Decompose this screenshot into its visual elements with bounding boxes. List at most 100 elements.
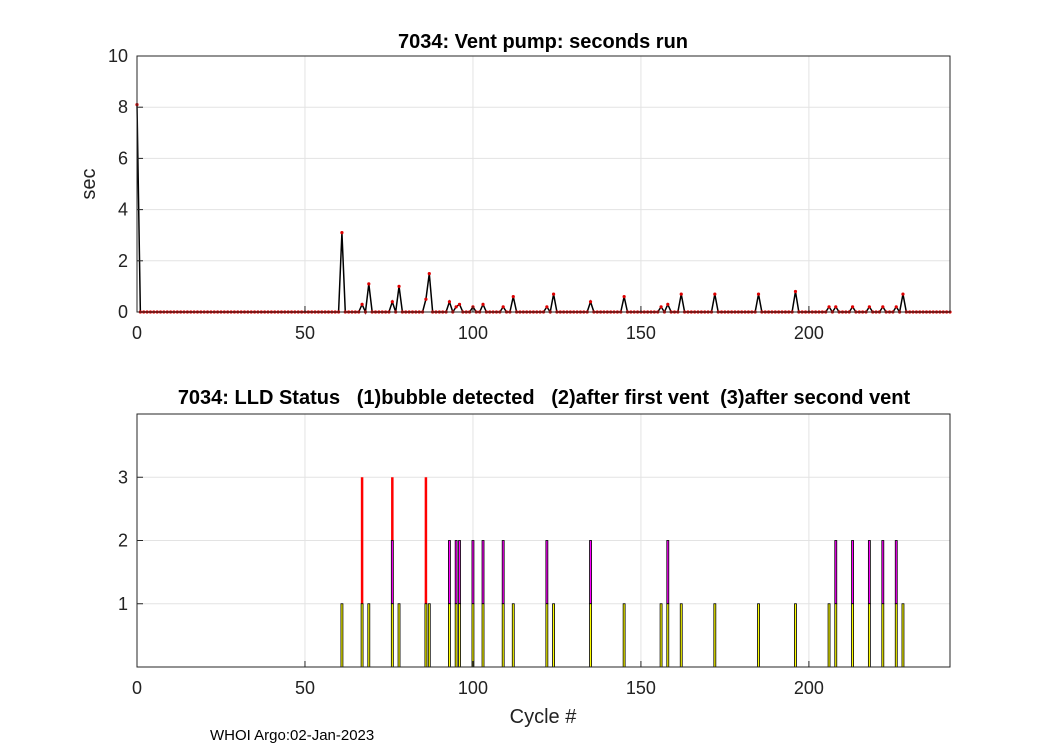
vent-pump-point (545, 305, 549, 309)
footer-credit: WHOI Argo:02-Jan-2023 (210, 727, 375, 744)
vent-pump-xtick-label: 100 (458, 323, 488, 343)
vent-pump-point (427, 272, 431, 276)
vent-pump-ytick-label: 10 (108, 46, 128, 66)
lld-status-level-2-bar (448, 540, 451, 605)
lld-status-chart: 0 50 100 150 200 1 2 3 7034: LLD Status (1)bubb… (118, 387, 951, 728)
vent-pump-point (367, 282, 371, 286)
lld-status-level-1-bar (552, 603, 555, 668)
lld-status-level-2-bar (867, 540, 871, 605)
lld-status-level-2-bar (851, 540, 854, 605)
vent-pump-ytick-label: 0 (118, 302, 128, 322)
lld-status-level-2-bar (834, 540, 838, 605)
vent-pump-point (894, 305, 898, 309)
lld-status-level-1-bar (622, 603, 626, 668)
lld-status-level-1-bar (713, 603, 717, 668)
lld-status-level-2-bar (881, 540, 885, 605)
lld-status-level-1-bar (458, 603, 461, 668)
lld-status-level-1-bar (367, 603, 371, 668)
lld-status-level-1-bar (851, 603, 854, 668)
vent-pump-ylabel: sec (78, 168, 100, 199)
lld-status-level-1-bar (340, 603, 344, 668)
lld-status-level-1-bar (511, 603, 515, 668)
lld-status-level-1-bar (424, 603, 428, 668)
vent-pump-point (901, 292, 905, 296)
lld-status-level-2-bar (390, 540, 394, 605)
vent-pump-point (834, 305, 838, 309)
vent-pump-point (424, 297, 428, 301)
vent-pump-point (551, 292, 556, 296)
vent-pump-xtick-label: 200 (794, 323, 824, 343)
lld-status-level-2-bar (454, 540, 458, 605)
lld-status-xtick-label: 150 (626, 678, 656, 698)
lld-status-level-2-bar (481, 540, 485, 605)
vent-pump-point (679, 292, 683, 296)
lld-status-xtick-label: 0 (132, 678, 142, 698)
lld-status-level-1-bar (360, 603, 364, 668)
vent-pump-xtick-label: 50 (295, 323, 315, 343)
lld-status-level-1-bar (545, 603, 549, 668)
lld-status-level-1-bar (659, 603, 663, 668)
vent-pump-point (867, 305, 871, 309)
vent-pump-plot-area (137, 56, 950, 312)
lld-status-level-1-bar (901, 603, 905, 668)
lld-status-level-1-bar (454, 603, 458, 668)
lld-status-level-1-bar (867, 603, 871, 668)
lld-status-level-1-bar (666, 603, 670, 668)
lld-status-level-1-bar (501, 603, 505, 668)
vent-pump-xtick-label: 0 (132, 323, 142, 343)
vent-pump-chart: 0 50 100 150 200 0 2 4 6 8 10 7034: Vent pump: sec… (78, 31, 952, 343)
vent-pump-point (622, 295, 626, 299)
vent-pump-point (457, 302, 462, 306)
lld-status-ytick-label: 3 (118, 467, 128, 487)
vent-pump-point (481, 302, 485, 306)
vent-pump-point (666, 302, 670, 306)
vent-pump-ytick-label: 6 (118, 148, 128, 168)
lld-status-xtick-label: 50 (295, 678, 315, 698)
lld-status-xtick-label: 100 (458, 678, 488, 698)
lld-status-xlabel: Cycle # (510, 706, 578, 728)
vent-pump-title: 7034: Vent pump: seconds run (398, 31, 688, 53)
vent-pump-point (713, 292, 717, 296)
lld-status-xtick-label: 200 (794, 678, 824, 698)
vent-pump-point (881, 305, 885, 309)
vent-pump-point (659, 305, 663, 309)
lld-status-level-1-bar (679, 603, 683, 668)
lld-status-level-1-bar (757, 603, 760, 668)
lld-status-level-2-bar (545, 540, 549, 605)
lld-status-level-2-bar (666, 540, 670, 605)
lld-status-level-2-bar (894, 540, 898, 605)
vent-pump-xtick-label: 150 (626, 323, 656, 343)
lld-status-level-1-bar (481, 603, 485, 668)
vent-pump-point (397, 284, 401, 288)
lld-status-level-1-bar (427, 603, 431, 668)
vent-pump-point (511, 295, 515, 299)
vent-pump-point (360, 302, 364, 306)
vent-pump-point (850, 305, 855, 309)
lld-status-level-1-bar (827, 603, 831, 668)
lld-status-level-1-bar (834, 603, 838, 668)
vent-pump-point (588, 300, 593, 304)
lld-status-title: 7034: LLD Status (1)bubble detected (2)a… (178, 387, 911, 409)
lld-status-level-1-bar (881, 603, 885, 668)
vent-pump-point (454, 305, 458, 309)
lld-status-ytick-label: 2 (118, 531, 128, 551)
lld-status-level-1-bar (794, 603, 797, 668)
lld-status-level-2-bar (589, 540, 592, 605)
lld-status-level-2-bar (501, 540, 505, 605)
lld-status-level-1-bar (894, 603, 898, 668)
lld-status-ytick-label: 1 (118, 594, 128, 614)
vent-pump-point (340, 231, 344, 235)
lld-status-level-2-bar (458, 540, 461, 605)
lld-status-level-1-bar (471, 603, 475, 668)
vent-pump-ytick-label: 8 (118, 97, 128, 117)
vent-pump-point (793, 289, 798, 294)
vent-pump-ytick-label: 2 (118, 251, 128, 271)
lld-status-level-2-bar (471, 540, 475, 605)
vent-pump-ytick-label: 4 (118, 200, 128, 220)
vent-pump-point (827, 305, 831, 309)
lld-status-level-1-bar (397, 603, 401, 668)
lld-status-level-1-bar (448, 603, 451, 668)
vent-pump-point (501, 305, 505, 309)
vent-pump-point (447, 300, 452, 304)
